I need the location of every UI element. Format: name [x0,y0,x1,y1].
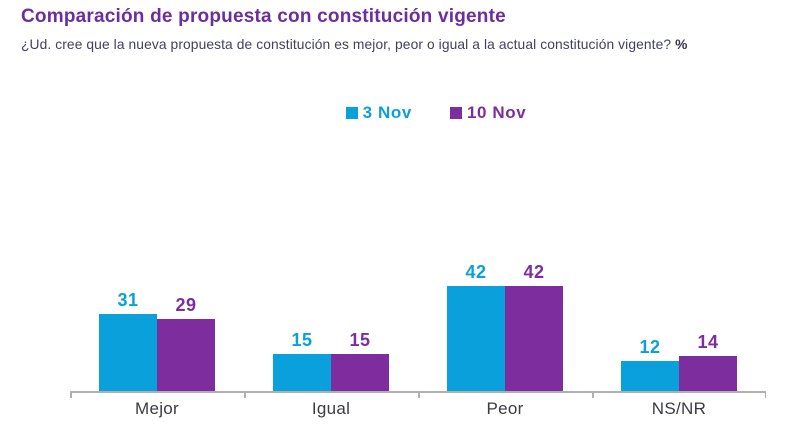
legend: 3 Nov 10 Nov [36,103,800,123]
bar-value-label: 14 [697,332,719,352]
legend-swatch-3nov [345,107,358,119]
bar-value-label: 29 [175,294,197,315]
bar-value-label: 15 [291,329,313,350]
bar-10-nov [331,353,389,391]
legend-swatch-10nov [449,107,462,119]
bar-10-nov [505,286,563,391]
bar-col: 31 [99,289,157,391]
bar-col: 12 [621,337,679,391]
bar-3-nov [447,286,505,391]
chart-subtitle: ¿Ud. cree que la nueva propuesta de cons… [21,37,687,52]
x-axis-label: Igual [311,399,351,418]
bar-3-nov [273,353,331,391]
plot-area: 31 29 15 15 42 42 12 14 [70,251,766,391]
bar-group-mejor: 31 29 [70,251,244,391]
bar-group-peor: 42 42 [418,251,592,391]
bar-value-label: 12 [639,337,661,357]
bar-value-label: 42 [523,262,545,282]
legend-label-10nov: 10 Nov [466,103,527,122]
x-axis-tick [764,391,766,398]
bar-col: 42 [447,262,505,391]
bar-col: 29 [157,294,215,391]
bar-value-label: 31 [117,289,139,310]
bar-col: 14 [679,332,737,391]
x-axis-tick [418,391,420,398]
bar-col: 42 [505,262,563,391]
bar-group-igual: 15 15 [244,251,418,391]
x-axis-label: NS/NR [651,399,707,418]
bar-3-nov [99,313,157,391]
bar-value-label: 15 [349,329,371,350]
bar-value-label: 42 [465,262,487,282]
x-axis-label: Mejor [134,399,179,418]
x-axis-tick [244,391,246,398]
subtitle-percent-sign: % [675,37,688,52]
bar-group-ns-nr: 12 14 [592,251,766,391]
legend-item-10nov: 10 Nov [449,103,527,123]
x-axis-labels: Mejor Igual Peor NS/NR [70,399,766,419]
legend-item-3nov: 3 Nov [345,103,412,123]
bar-col: 15 [331,329,389,391]
legend-label-3nov: 3 Nov [362,103,412,122]
bar-10-nov [157,318,215,391]
bar-10-nov [679,356,737,391]
x-axis-line [70,391,766,398]
x-axis-tick [592,391,594,398]
subtitle-text: ¿Ud. cree que la nueva propuesta de cons… [21,37,676,52]
bar-3-nov [621,361,679,391]
chart-title: Comparación de propuesta con constitució… [21,6,506,27]
bar-col: 15 [273,329,331,391]
x-axis-label: Peor [486,399,524,418]
x-axis-tick [70,391,72,398]
